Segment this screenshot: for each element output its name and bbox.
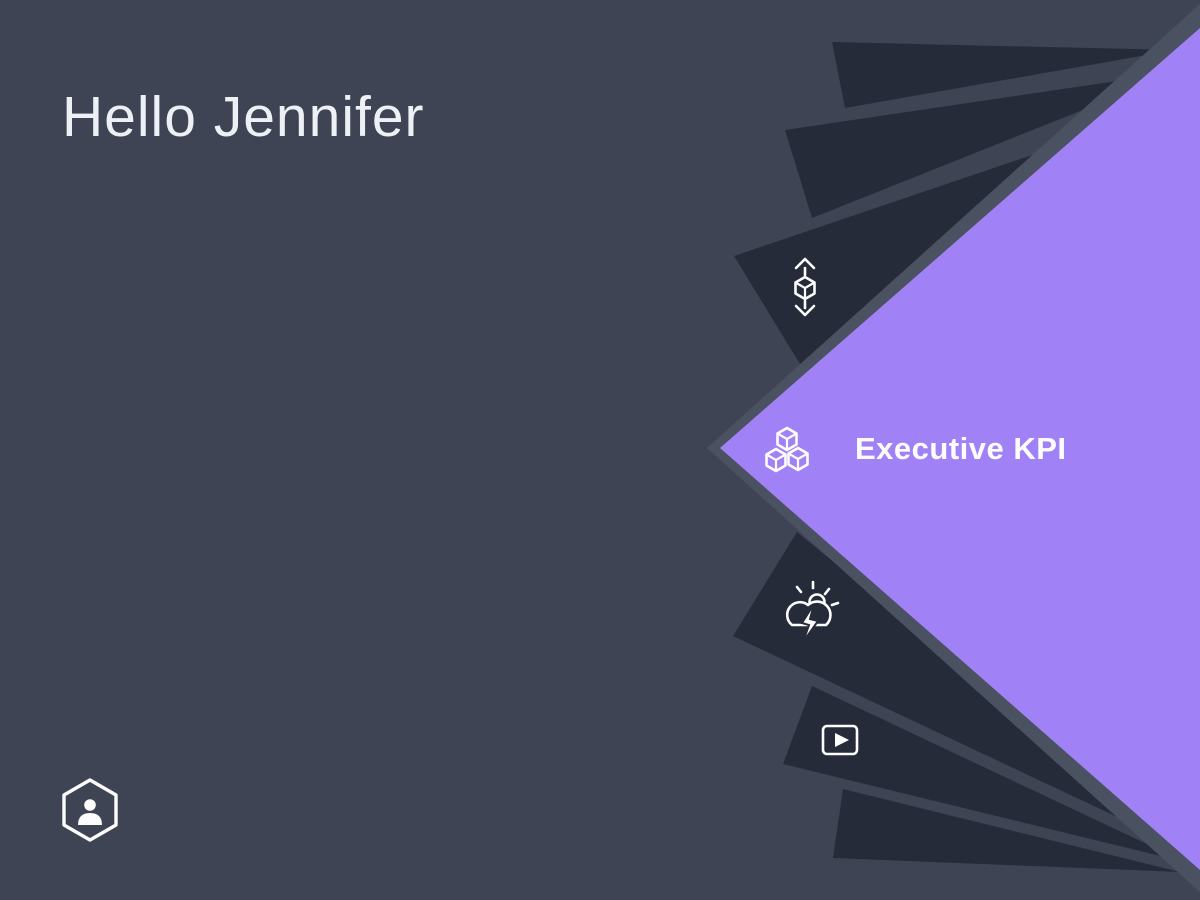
weather-storm-icon xyxy=(785,580,840,643)
video-play-icon xyxy=(821,724,859,756)
greeting-title: Hello Jennifer xyxy=(62,85,425,150)
user-icon xyxy=(78,799,102,825)
menu-blade-6[interactable] xyxy=(783,686,1185,862)
menu-blade-1[interactable] xyxy=(832,42,1175,108)
hexagon-outline xyxy=(62,778,118,842)
menu-item-executive-kpi[interactable] xyxy=(720,28,1200,870)
cube-scale-icon xyxy=(794,257,816,317)
profile-button[interactable] xyxy=(62,778,118,842)
menu-blade-2[interactable] xyxy=(785,72,1178,218)
menu-blade-7[interactable] xyxy=(833,789,1180,872)
